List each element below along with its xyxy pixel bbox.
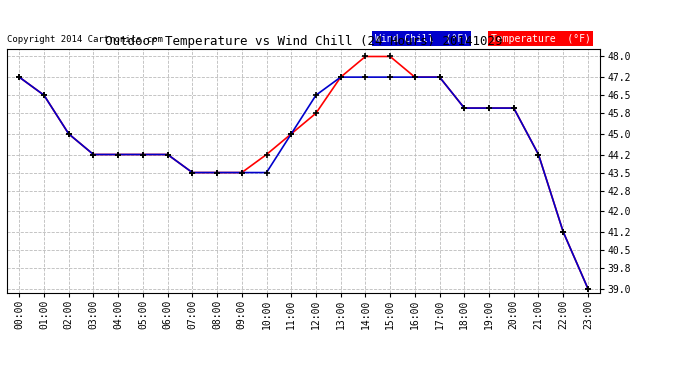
Text: Wind Chill  (°F): Wind Chill (°F) (375, 34, 469, 44)
Title: Outdoor Temperature vs Wind Chill (24 Hours) 20141029: Outdoor Temperature vs Wind Chill (24 Ho… (105, 34, 502, 48)
Text: Copyright 2014 Cartronics.com: Copyright 2014 Cartronics.com (7, 35, 163, 44)
Text: Temperature  (°F): Temperature (°F) (491, 34, 591, 44)
